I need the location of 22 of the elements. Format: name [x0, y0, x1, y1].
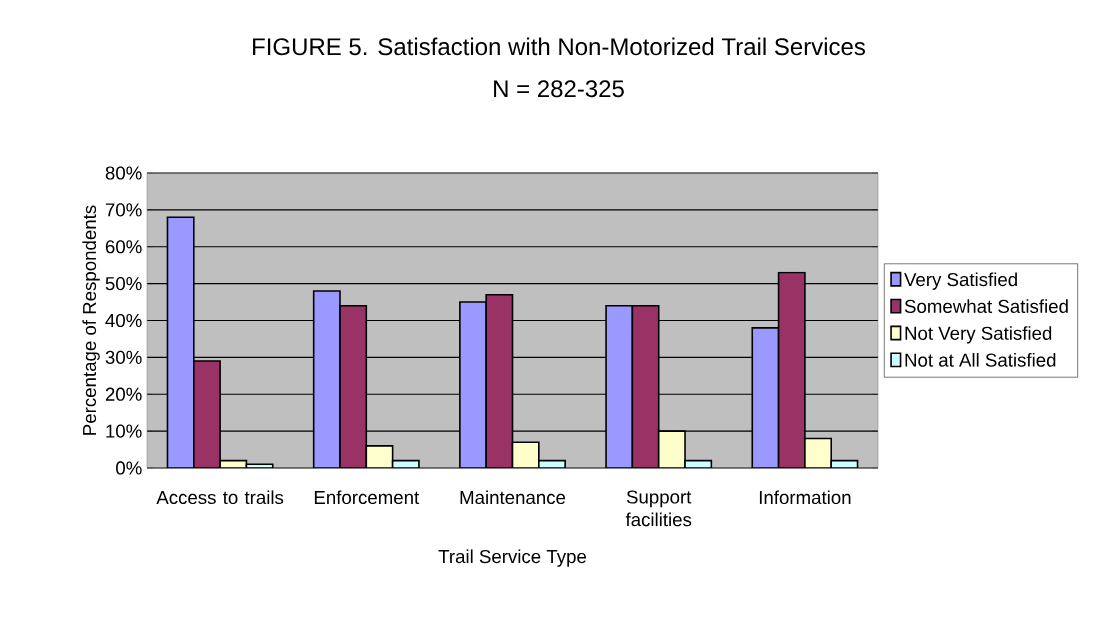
y-tick-label: 0% [116, 461, 142, 475]
x-tick-label: Enforcement [314, 490, 420, 505]
y-tick-label: 20% [105, 387, 142, 401]
y-tick-label: 30% [105, 350, 142, 364]
legend-label: Not Very Satisfied [905, 326, 1052, 344]
y-axis-title: Percentage of Respondents [82, 205, 100, 435]
y-tick-label: 80% [105, 166, 142, 180]
chart-title: FIGURE 5. Satisfaction with Non-Motorized Trail Services [253, 37, 866, 56]
x-tick-label: Support facilities [625, 490, 692, 527]
chart-subtitle: N = 282-325 [494, 80, 624, 98]
legend-label: Very Satisfied [904, 272, 1017, 290]
y-tick-label: 60% [105, 240, 142, 254]
legend-label: Not at All Satisfied [905, 353, 1056, 367]
x-tick-label: Access to trails [156, 490, 284, 505]
y-tick-label: 70% [105, 203, 142, 217]
y-tick-label: 10% [106, 424, 142, 438]
legend-label: Somewhat Satisfied [904, 299, 1068, 314]
x-axis-title: Trail Service Type [438, 549, 587, 567]
x-tick-label: Information [759, 490, 851, 505]
y-tick-label: 50% [105, 277, 142, 291]
x-tick-label: Maintenance [460, 490, 566, 505]
y-tick-label: 40% [105, 313, 142, 328]
